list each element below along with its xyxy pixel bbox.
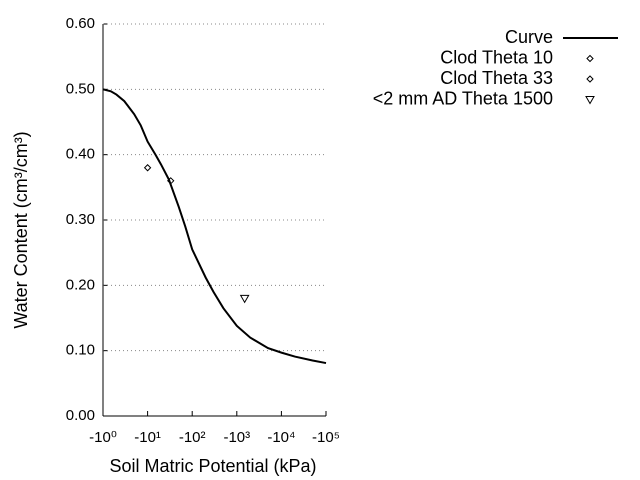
legend-label: <2 mm AD Theta 1500 — [373, 88, 553, 108]
legend-label: Clod Theta 33 — [440, 68, 553, 88]
x-tick-label: -10² — [179, 429, 206, 446]
x-tick-label: -10⁴ — [267, 429, 295, 446]
x-tick-label: -10³ — [223, 429, 250, 446]
data-point — [167, 177, 175, 185]
x-axis-label: Soil Matric Potential (kPa) — [109, 456, 316, 476]
x-tick-label: -10⁵ — [312, 429, 340, 446]
y-tick-label: 0.50 — [66, 80, 95, 97]
legend-label: Clod Theta 10 — [440, 47, 553, 67]
legend-marker — [586, 54, 594, 63]
legend-label: Curve — [505, 27, 553, 47]
y-tick-label: 0.30 — [66, 211, 95, 228]
data-point — [239, 294, 250, 304]
y-tick-label: 0.60 — [66, 15, 95, 32]
y-tick-label: 0.40 — [66, 146, 95, 163]
x-tick-label: -10¹ — [134, 429, 161, 446]
legend-marker — [585, 96, 595, 105]
y-tick-label: 0.10 — [66, 342, 95, 359]
legend-marker — [586, 75, 594, 83]
y-axis-label: Water Content (cm³/cm³) — [11, 131, 31, 328]
curve — [102, 88, 327, 365]
x-tick-label: -10⁰ — [89, 429, 117, 446]
y-tick-label: 0.00 — [66, 407, 95, 424]
y-tick-label: 0.20 — [66, 276, 95, 293]
data-point — [143, 164, 152, 172]
